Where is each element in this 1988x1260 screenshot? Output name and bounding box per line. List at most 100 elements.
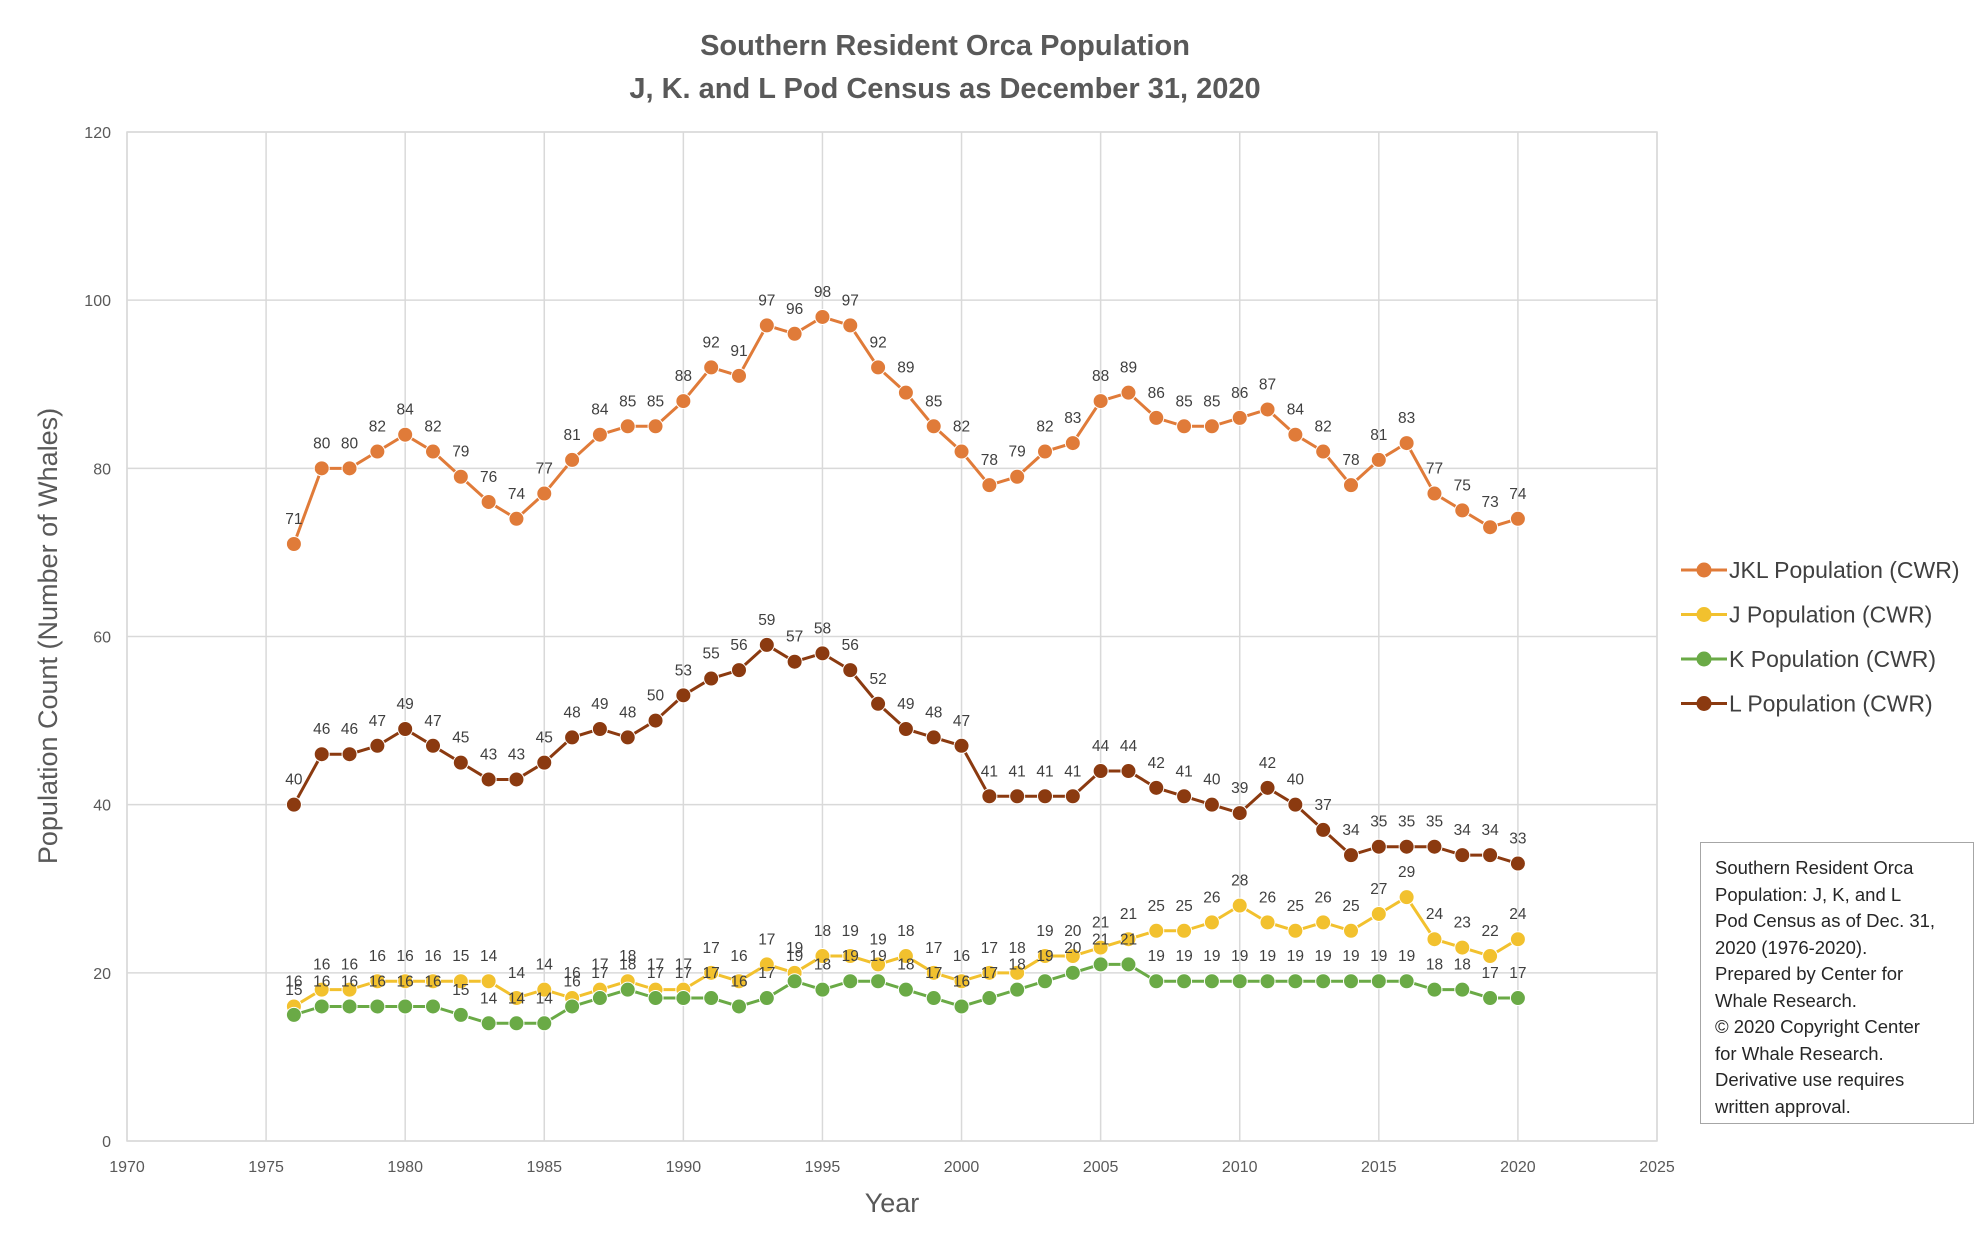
point-l-2013 xyxy=(1315,821,1332,838)
point-j-2009 xyxy=(1203,914,1220,931)
data-label-l-1980: 49 xyxy=(397,696,414,713)
data-label-k-1994: 19 xyxy=(786,948,803,965)
point-j-1999 xyxy=(925,964,942,981)
data-label-k-1986: 16 xyxy=(563,973,580,990)
point-jkl-1977 xyxy=(313,460,330,477)
point-jkl-2008 xyxy=(1176,418,1193,435)
data-label-k-2020: 17 xyxy=(1509,965,1526,982)
data-label-jkl-1985: 77 xyxy=(536,461,553,478)
point-k-1996 xyxy=(842,973,859,990)
point-jkl-2015 xyxy=(1370,451,1387,468)
data-label-l-2011: 42 xyxy=(1259,755,1276,772)
data-label-j-2008: 25 xyxy=(1175,898,1192,915)
data-label-jkl-2018: 75 xyxy=(1454,477,1471,494)
data-label-j-1992: 16 xyxy=(730,948,747,965)
data-label-l-2019: 34 xyxy=(1481,822,1499,839)
y-tick-label-40: 40 xyxy=(93,798,111,815)
point-jkl-1992 xyxy=(731,367,747,384)
point-j-2019 xyxy=(1482,948,1499,965)
data-label-k-1976: 15 xyxy=(285,982,302,999)
x-tick-label-2000: 2000 xyxy=(944,1159,980,1176)
point-j-1993 xyxy=(758,956,775,973)
data-label-j-1976: 16 xyxy=(285,973,302,990)
x-tick-label-2025: 2025 xyxy=(1639,1159,1675,1176)
data-label-j-2005: 21 xyxy=(1092,915,1109,932)
point-jkl-1990 xyxy=(675,393,692,410)
data-label-l-1986: 48 xyxy=(563,704,580,721)
point-l-2015 xyxy=(1370,838,1387,855)
data-label-k-2013: 19 xyxy=(1315,948,1332,965)
data-label-k-1982: 15 xyxy=(452,982,469,999)
point-l-2001 xyxy=(981,788,998,805)
data-label-k-2018: 18 xyxy=(1454,957,1471,974)
point-l-2004 xyxy=(1064,788,1081,805)
data-label-l-1983: 43 xyxy=(480,746,497,763)
data-label-jkl-2009: 85 xyxy=(1203,393,1220,410)
point-jkl-1979 xyxy=(369,443,386,460)
point-jkl-1976 xyxy=(285,536,302,553)
data-label-j-1983: 14 xyxy=(480,948,498,965)
point-k-2000 xyxy=(953,998,970,1015)
point-l-1989 xyxy=(647,712,664,729)
data-label-l-2012: 40 xyxy=(1287,772,1305,789)
data-label-k-1984: 14 xyxy=(508,990,526,1007)
data-label-l-1989: 50 xyxy=(647,688,665,705)
data-label-jkl-2005: 88 xyxy=(1092,368,1109,385)
point-k-2010 xyxy=(1231,973,1248,990)
data-label-j-1990: 17 xyxy=(675,957,692,974)
point-k-2005 xyxy=(1092,956,1109,973)
data-label-jkl-1979: 82 xyxy=(369,419,386,436)
point-k-1995 xyxy=(814,981,831,998)
point-l-1997 xyxy=(870,695,887,712)
point-j-1979 xyxy=(369,973,386,990)
y-tick-label-20: 20 xyxy=(93,966,111,983)
point-j-1992 xyxy=(731,973,747,990)
data-label-j-2006: 21 xyxy=(1120,906,1137,923)
point-jkl-1988 xyxy=(619,418,636,435)
data-label-jkl-1989: 85 xyxy=(647,393,664,410)
point-k-1982 xyxy=(452,1006,469,1023)
point-k-2020 xyxy=(1509,990,1526,1007)
point-k-1977 xyxy=(313,998,330,1015)
point-j-2003 xyxy=(1037,948,1053,965)
point-l-1996 xyxy=(842,662,859,679)
data-label-l-1995: 58 xyxy=(814,620,831,637)
point-j-2000 xyxy=(953,973,970,990)
data-label-k-2017: 18 xyxy=(1426,957,1443,974)
point-j-2015 xyxy=(1370,905,1387,922)
data-label-j-1999: 17 xyxy=(925,940,942,957)
data-label-l-2015: 35 xyxy=(1370,814,1387,831)
point-l-2007 xyxy=(1148,779,1165,796)
data-label-l-2005: 44 xyxy=(1092,738,1110,755)
data-label-j-1994: 19 xyxy=(786,940,803,957)
data-label-l-1994: 57 xyxy=(786,629,803,646)
data-label-j-1993: 17 xyxy=(758,931,775,948)
data-label-l-2016: 35 xyxy=(1398,814,1415,831)
point-j-2013 xyxy=(1315,914,1332,931)
data-label-jkl-2008: 85 xyxy=(1175,393,1192,410)
point-k-1998 xyxy=(897,981,914,998)
point-k-1993 xyxy=(758,990,775,1007)
data-label-jkl-1991: 92 xyxy=(703,334,720,351)
data-label-j-1979: 16 xyxy=(369,948,386,965)
point-k-2004 xyxy=(1064,964,1081,981)
point-j-1984 xyxy=(508,990,525,1007)
point-j-1982 xyxy=(452,973,469,990)
point-jkl-1996 xyxy=(842,317,859,334)
point-l-1981 xyxy=(425,737,441,754)
data-label-jkl-1990: 88 xyxy=(675,368,692,385)
point-k-2016 xyxy=(1398,973,1415,990)
point-jkl-1987 xyxy=(591,426,608,443)
point-j-2005 xyxy=(1092,939,1109,956)
data-label-k-1987: 17 xyxy=(591,965,608,982)
note-line-4: 2020 (1976-2020). xyxy=(1715,936,1868,958)
data-label-l-2003: 41 xyxy=(1036,763,1053,780)
data-label-k-2006: 21 xyxy=(1120,931,1137,948)
data-label-l-2013: 37 xyxy=(1315,797,1332,814)
data-label-l-2000: 47 xyxy=(953,713,970,730)
point-k-2008 xyxy=(1176,973,1193,990)
point-l-2009 xyxy=(1203,796,1220,813)
data-label-k-1990: 17 xyxy=(675,965,692,982)
data-label-k-1998: 18 xyxy=(897,957,914,974)
point-k-2015 xyxy=(1370,973,1387,990)
